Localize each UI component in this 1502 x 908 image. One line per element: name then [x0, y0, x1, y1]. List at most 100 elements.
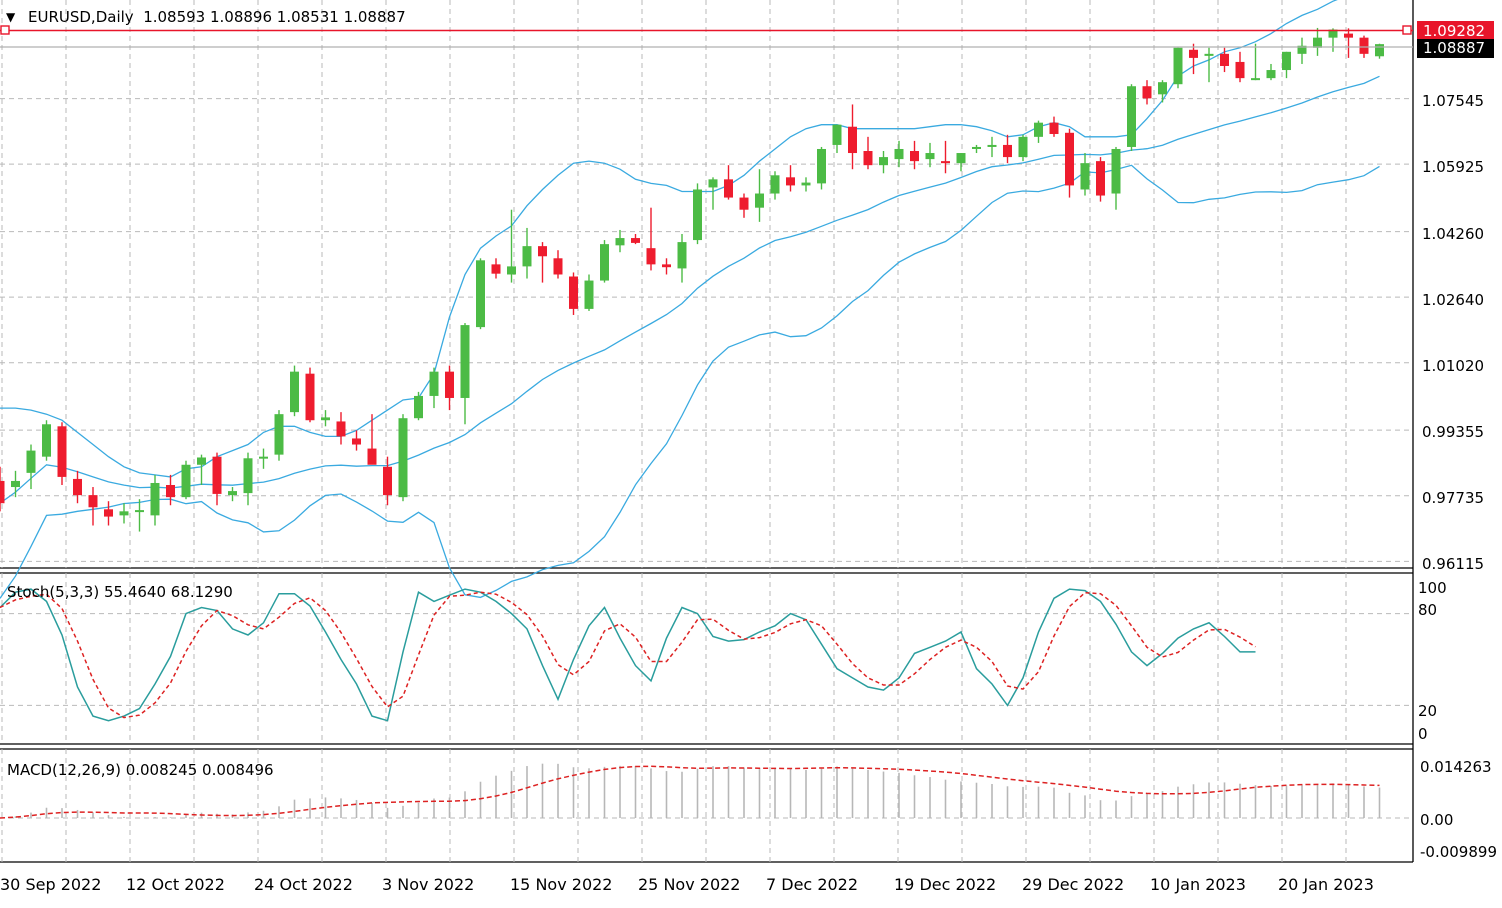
price-tick-6: 0.99355: [1422, 423, 1484, 441]
candle-bear: [0, 480, 5, 504]
candle-bull: [956, 153, 966, 164]
date-label-11: 20 Jan 2023: [1278, 875, 1374, 894]
price-tick-8: 0.96115: [1422, 555, 1484, 573]
candle-bull: [615, 238, 625, 246]
bollinger-lower-line: [0, 164, 1380, 599]
candle-bear: [212, 456, 222, 494]
current-price-tag: [1417, 39, 1494, 58]
price-tick-1: 1.07545: [1422, 92, 1484, 110]
candle-bear: [104, 509, 113, 517]
candle-bull: [755, 193, 764, 208]
candle-bear: [631, 238, 640, 243]
candle-bear: [57, 426, 67, 477]
candle-bull: [987, 144, 997, 147]
candle-bear: [724, 179, 733, 198]
candle-bull: [1282, 51, 1291, 71]
date-label-1: 30 Sep 2022: [0, 875, 101, 894]
candle-bull: [801, 182, 811, 186]
candle-bear: [166, 485, 175, 498]
candle-bull: [894, 148, 904, 160]
price-tick-2: 1.05925: [1422, 158, 1484, 176]
stoch-signal-line: [0, 591, 1256, 719]
candle-bull: [321, 417, 330, 421]
date-label-4: 3 Nov 2022: [382, 875, 474, 894]
candle-bull: [817, 148, 826, 184]
candle-bull: [879, 157, 888, 166]
candle-bull: [414, 395, 423, 419]
candle-bull: [693, 189, 702, 241]
candle-bear: [445, 371, 454, 398]
date-label-3: 24 Oct 2022: [254, 875, 353, 894]
alert-level[interactable]: 1.09282: [0, 21, 1494, 40]
candle-bear: [383, 466, 392, 496]
candle-bull: [150, 482, 160, 516]
candle-bear: [336, 421, 346, 437]
candle-bull: [1297, 45, 1307, 54]
candle-bear: [662, 264, 671, 268]
candle-bear: [1096, 161, 1105, 196]
symbol-menu-icon[interactable]: ▼: [6, 10, 16, 24]
date-label-9: 29 Dec 2022: [1022, 875, 1124, 894]
candle-bull: [135, 510, 144, 513]
candle-bear: [491, 264, 501, 274]
candle-bull: [832, 124, 842, 145]
candle-bull: [1204, 53, 1214, 56]
candle-bull: [1313, 37, 1322, 48]
candle-bull: [1251, 78, 1260, 81]
candle-bull: [1034, 122, 1043, 137]
candle-bull: [1018, 136, 1028, 158]
candle-bull: [972, 146, 981, 149]
candle-bull: [770, 175, 780, 194]
grid-lines: [0, 0, 1413, 862]
stoch-tick-20: 20: [1418, 702, 1437, 720]
candle-bear: [1359, 37, 1369, 54]
macd-label: MACD(12,26,9) 0.008245 0.008496: [7, 761, 274, 779]
candle-bull: [259, 456, 268, 459]
candle-bear: [1220, 53, 1229, 66]
candle-bull: [26, 450, 36, 473]
candle-bull: [42, 424, 51, 457]
price-tick-4: 1.02640: [1422, 291, 1484, 309]
chart-header: ▼ EURUSD,Daily 1.08593 1.08896 1.08531 1…: [6, 8, 406, 779]
candle-bull: [1080, 163, 1090, 190]
candle-bull: [181, 464, 191, 498]
candle-bear: [1003, 144, 1012, 158]
candle-bear: [941, 161, 950, 164]
stoch-tick-100: 100: [1418, 579, 1447, 597]
macd-tick-top: 0.014263: [1420, 758, 1492, 776]
stoch-tick-80: 80: [1418, 601, 1437, 619]
candle-bear: [305, 373, 315, 421]
bollinger-upper-line: [0, 0, 1338, 478]
candle-bull: [197, 457, 206, 465]
date-axis: 30 Sep 2022 12 Oct 2022 24 Oct 2022 3 No…: [0, 875, 1374, 894]
candle-bear: [910, 151, 919, 162]
date-label-5: 15 Nov 2022: [510, 875, 612, 894]
candle-bear: [1065, 132, 1074, 186]
candle-bull: [584, 280, 594, 309]
candle-bull: [228, 491, 237, 496]
alert-handle-left[interactable]: [0, 25, 10, 35]
candle-bull: [925, 153, 935, 160]
current-price-text: 1.08887: [1423, 39, 1485, 57]
candle-bear: [1235, 61, 1245, 79]
date-label-6: 25 Nov 2022: [638, 875, 740, 894]
candle-bull: [1111, 148, 1121, 194]
price-axis: 1.07545 1.05925 1.04260 1.02640 1.01020 …: [1422, 92, 1484, 573]
bollinger-bands: [0, 0, 1380, 599]
alert-handle-right[interactable]: [1402, 25, 1412, 35]
candle-bear: [863, 151, 873, 166]
price-tick-5: 1.01020: [1422, 357, 1484, 375]
candle-bull: [600, 244, 609, 281]
macd-tick-zero: 0.00: [1420, 811, 1453, 829]
candle-bear: [646, 248, 656, 265]
date-label-8: 19 Dec 2022: [894, 875, 996, 894]
macd-histogram: [0, 763, 1381, 819]
candle-bull: [1375, 44, 1384, 57]
candle-bull: [398, 418, 408, 498]
price-tick-7: 0.97735: [1422, 489, 1484, 507]
candle-bear: [848, 126, 857, 154]
candle-bear: [538, 246, 547, 257]
symbol-title: EURUSD,Daily 1.08593 1.08896 1.08531 1.0…: [28, 8, 406, 26]
alert-price-text: 1.09282: [1423, 22, 1485, 40]
